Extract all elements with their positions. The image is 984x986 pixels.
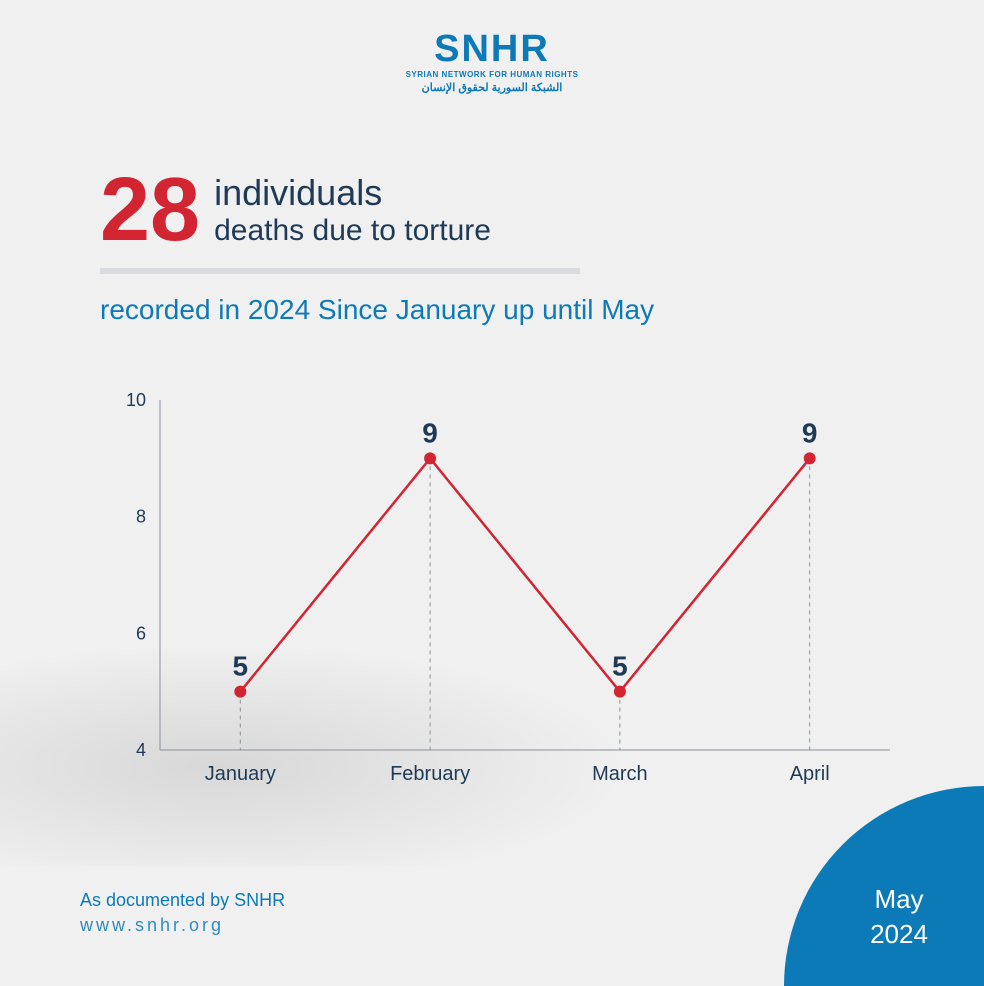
headline-number: 28: [100, 165, 200, 255]
headline-top: individuals: [214, 172, 491, 214]
svg-text:5: 5: [612, 651, 628, 682]
logo: SNHR SYRIAN NETWORK FOR HUMAN RIGHTS الش…: [406, 30, 579, 94]
svg-text:February: February: [390, 763, 470, 785]
headline-bottom: deaths due to torture: [214, 214, 491, 248]
svg-text:6: 6: [136, 623, 146, 643]
svg-text:9: 9: [802, 417, 818, 448]
date-badge: May 2024: [784, 786, 984, 986]
svg-text:10: 10: [126, 390, 146, 410]
credit-text: As documented by SNHR: [80, 890, 285, 911]
date-month: May: [874, 884, 923, 915]
credit: As documented by SNHR www.snhr.org: [80, 890, 285, 936]
subheadline: recorded in 2024 Since January up until …: [100, 294, 654, 326]
logo-subtitle-en: SYRIAN NETWORK FOR HUMAN RIGHTS: [406, 70, 579, 79]
logo-subtitle-ar: الشبكة السورية لحقوق الإنسان: [406, 81, 579, 94]
svg-text:January: January: [205, 763, 276, 785]
credit-url: www.snhr.org: [80, 915, 285, 936]
date-year: 2024: [870, 919, 928, 950]
headline-text: individuals deaths due to torture: [214, 172, 491, 248]
headline-underline: [100, 268, 580, 274]
line-chart: 4 6 8 10 5 January 9 February 5 March 9 April: [100, 380, 900, 810]
logo-text: SNHR: [406, 30, 579, 68]
svg-text:4: 4: [136, 740, 146, 760]
svg-text:March: March: [592, 763, 648, 785]
svg-text:April: April: [790, 763, 830, 785]
chart-svg: 4 6 8 10 5 January 9 February 5 March 9 April: [100, 380, 900, 810]
svg-text:8: 8: [136, 507, 146, 527]
svg-text:9: 9: [422, 417, 438, 448]
svg-text:5: 5: [233, 651, 249, 682]
headline: 28 individuals deaths due to torture: [100, 165, 491, 255]
